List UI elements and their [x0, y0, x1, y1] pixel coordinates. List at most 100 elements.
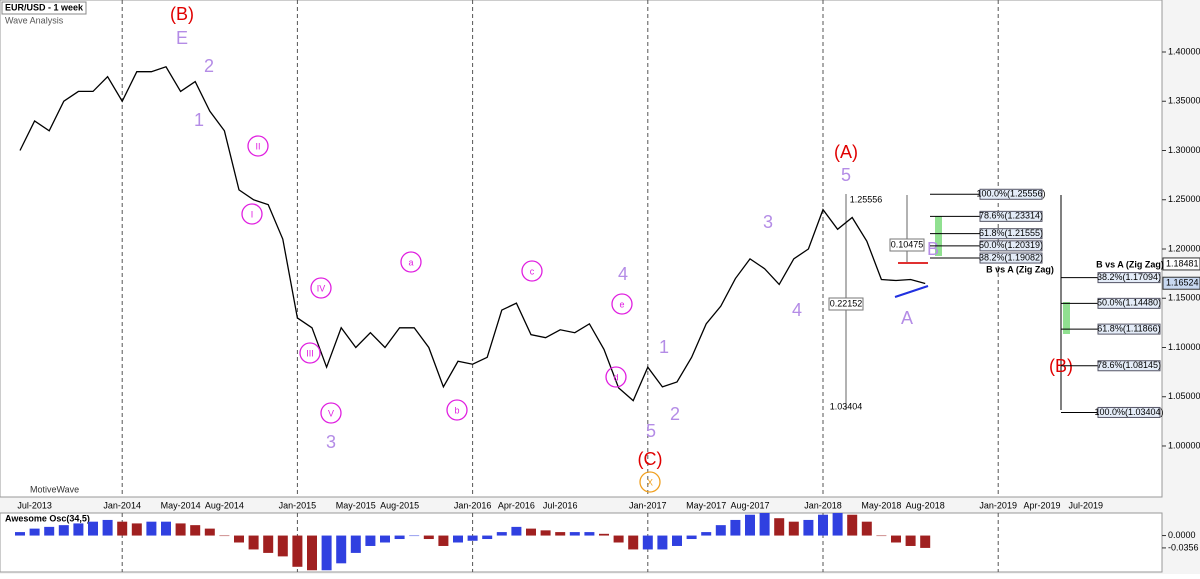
- x-tick-label: Aug-2018: [906, 500, 945, 510]
- osc-bar: [161, 521, 171, 536]
- measure-label: 0.22152: [830, 298, 863, 308]
- wave-label: c: [530, 266, 535, 276]
- wave-circle: [605, 366, 627, 388]
- fib-label: 78.6%(1.23314): [979, 211, 1043, 221]
- osc-bar: [642, 535, 653, 550]
- measure-box: [889, 238, 925, 252]
- osc-bar: [131, 523, 142, 536]
- osc-bar: [876, 535, 887, 537]
- wave-label: b: [454, 405, 459, 415]
- fib-box: [979, 228, 1043, 240]
- wave-label: 2: [204, 56, 214, 76]
- wave-circle: [241, 203, 263, 225]
- osc-bar: [891, 535, 901, 543]
- fib-label: 61.8%(1.21555): [979, 228, 1043, 238]
- y-tick-label: 1.00000: [1168, 440, 1200, 450]
- price-tag: [1162, 257, 1200, 271]
- osc-bar: [686, 535, 697, 540]
- osc-bar: [204, 528, 215, 536]
- y-tick-label: 1.40000: [1168, 46, 1200, 56]
- osc-bar: [380, 535, 390, 543]
- osc-bar: [672, 535, 682, 546]
- x-tick-label: May-2014: [161, 500, 201, 510]
- fib-box: [1097, 297, 1161, 309]
- osc-bar: [467, 535, 478, 541]
- x-tick-label: Jan-2017: [629, 500, 667, 510]
- osc-bar: [248, 535, 259, 550]
- osc-bar: [861, 521, 872, 536]
- wave-label: e: [619, 299, 624, 309]
- osc-bar: [613, 535, 624, 543]
- wave-label: X: [647, 477, 653, 487]
- fib-box: [979, 252, 1043, 264]
- osc-bar: [29, 528, 40, 536]
- y-tick-label: 1.15000: [1168, 293, 1200, 303]
- wave-label: B: [927, 239, 939, 259]
- wave-label: 4: [618, 264, 628, 284]
- y-tick-label: 1.10000: [1168, 342, 1200, 352]
- osc-bar: [569, 532, 580, 536]
- x-tick-label: Jan-2019: [979, 500, 1017, 510]
- wave-circle: [446, 399, 468, 421]
- osc-bar: [584, 532, 595, 536]
- x-tick-label: Aug-2015: [380, 500, 419, 510]
- fib-box: [979, 240, 1043, 252]
- osc-bar: [555, 532, 566, 536]
- wave-label: 1: [659, 337, 669, 357]
- price-line: [19, 65, 926, 402]
- wave-label: 1: [194, 110, 204, 130]
- osc-bar: [730, 519, 741, 536]
- osc-bar: [628, 535, 639, 550]
- osc-bar: [920, 535, 931, 548]
- fib-label: 50.0%(1.14480): [1097, 298, 1161, 308]
- osc-bar: [540, 530, 551, 536]
- measure-label: 0.10475: [891, 239, 924, 249]
- y-tick-label: 1.20000: [1168, 243, 1200, 253]
- y-tick-label: 1.25000: [1168, 194, 1200, 204]
- wave-label: a: [408, 257, 413, 267]
- x-tick-label: Jan-2014: [103, 500, 141, 510]
- x-tick-label: Apr-2016: [498, 500, 535, 510]
- osc-bar: [321, 535, 332, 571]
- fib-zone: [1063, 302, 1070, 334]
- price-tag-label: 1.16524: [1166, 278, 1199, 288]
- measure-box: [828, 297, 864, 311]
- wave-label: 4: [792, 300, 802, 320]
- osc-bar: [263, 535, 274, 553]
- measure-label: 1.25556: [850, 194, 883, 204]
- osc-bar: [15, 532, 25, 536]
- x-tick-label: Aug-2017: [730, 500, 769, 510]
- osc-bar: [292, 535, 303, 567]
- x-tick-label: Jul-2013: [17, 500, 52, 510]
- wave-label: 3: [326, 432, 336, 452]
- wave-label: 5: [841, 165, 851, 185]
- subtitle: Wave Analysis: [5, 15, 64, 25]
- x-tick-label: Jul-2016: [543, 500, 578, 510]
- osc-bar: [117, 521, 128, 536]
- osc-bar: [307, 535, 317, 571]
- y-tick-label: 1.35000: [1168, 96, 1200, 106]
- osc-bar: [759, 513, 770, 536]
- measure-label: 1.03404: [830, 401, 863, 411]
- wave-label: V: [328, 408, 334, 418]
- osc-bar: [102, 519, 113, 536]
- wave-label: E: [176, 28, 188, 48]
- osc-bar: [438, 535, 449, 546]
- osc-bar: [44, 526, 55, 536]
- osc-title: Awesome Osc(34,5): [5, 513, 90, 523]
- x-tick-label: Jul-2019: [1069, 500, 1104, 510]
- osc-bar: [657, 535, 668, 550]
- wave-label: 2: [670, 404, 680, 424]
- fib-title: B vs A (Zig Zag): [1096, 259, 1164, 269]
- price-tag-label: 1.18481: [1166, 258, 1199, 268]
- wave-label: (B): [170, 4, 194, 24]
- fib-label: 100.0%(1.25556): [976, 189, 1045, 199]
- x-tick-label: Jan-2016: [454, 500, 492, 510]
- wave-label: (C): [638, 449, 663, 469]
- osc-bar: [774, 518, 785, 536]
- fib-title: B vs A (Zig Zag): [986, 264, 1054, 274]
- osc-bar: [453, 535, 463, 543]
- wave-circle: [400, 251, 422, 273]
- wave-label: II: [255, 141, 260, 151]
- x-tick-label: Jan-2015: [279, 500, 317, 510]
